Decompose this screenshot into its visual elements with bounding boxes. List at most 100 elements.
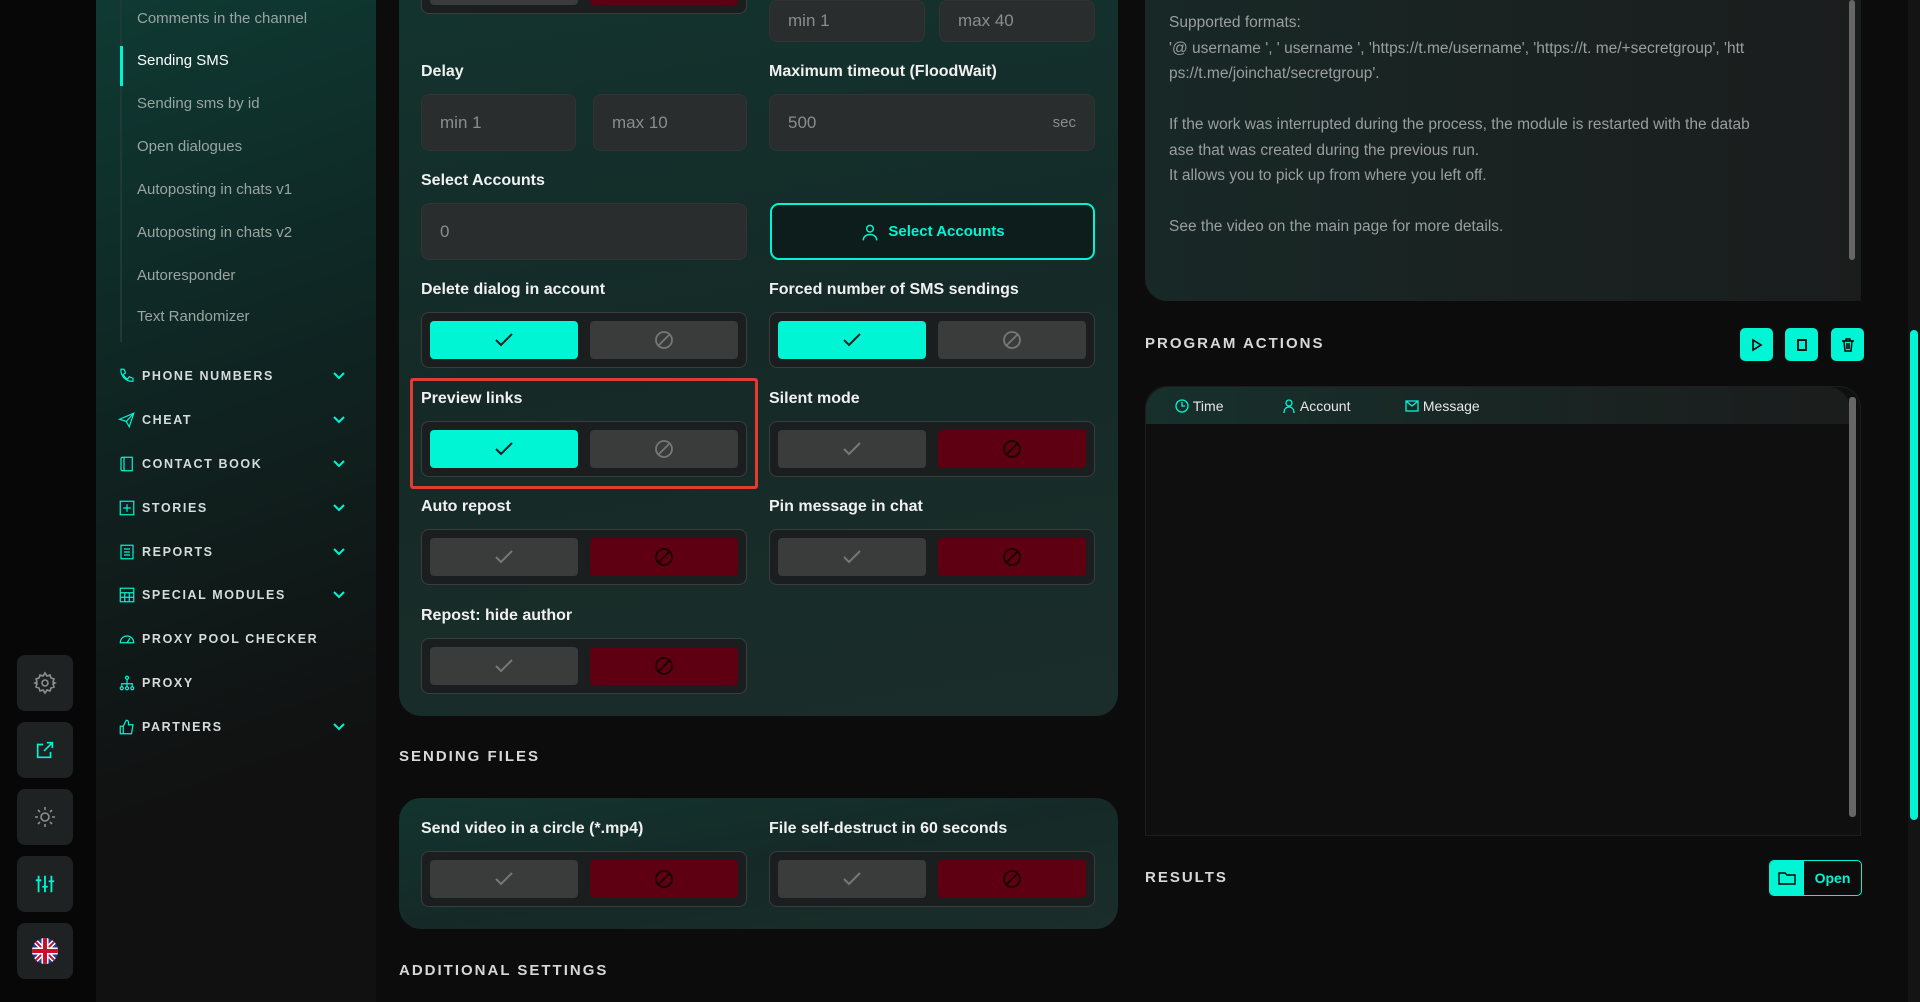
enable-button[interactable]	[778, 860, 926, 898]
delay-max-input[interactable]: max 10	[593, 94, 747, 151]
sidebar-section[interactable]: SPECIAL MODULES	[118, 583, 358, 607]
disable-button[interactable]	[938, 860, 1086, 898]
sidebar-section-label: CONTACT BOOK	[142, 457, 263, 471]
submenu-item[interactable]: Sending SMS	[137, 52, 229, 69]
self_destruct-label: File self-destruct in 60 seconds	[769, 820, 1008, 837]
column-time: Time	[1175, 398, 1223, 414]
page-scrollbar-thumb[interactable]	[1910, 330, 1918, 820]
submenu-item[interactable]: Autoposting in chats v2	[137, 224, 293, 241]
timeout-input[interactable]: 500 sec	[769, 94, 1095, 151]
enable-button[interactable]	[430, 647, 578, 685]
enable-button[interactable]	[430, 538, 578, 576]
sidebar-section-label: PARTNERS	[142, 720, 223, 734]
sidebar-section[interactable]: CHEAT	[118, 408, 358, 432]
pin_message-label: Pin message in chat	[769, 498, 923, 515]
sidebar-section[interactable]: PARTNERS	[118, 715, 358, 739]
enable-button[interactable]	[430, 860, 578, 898]
enable-button[interactable]	[430, 0, 578, 5]
enable-button[interactable]	[430, 321, 578, 359]
forced_number-label: Forced number of SMS sendings	[769, 281, 1019, 298]
top-min-input[interactable]: min 1	[769, 0, 925, 42]
sidebar-section[interactable]: PROXY	[118, 671, 358, 695]
disable-button[interactable]	[938, 430, 1086, 468]
phone-icon	[120, 368, 134, 382]
open-external-button[interactable]	[17, 722, 73, 778]
repost_hide_author-label: Repost: hide author	[421, 607, 573, 624]
log-scrollbar[interactable]	[1849, 397, 1856, 817]
mail-icon	[1405, 399, 1419, 412]
pin_message-toggle	[769, 529, 1095, 585]
chevron-down-icon	[333, 460, 345, 468]
sidebar-section-label: SPECIAL MODULES	[142, 588, 286, 602]
chevron-down-icon	[333, 591, 345, 599]
timeout-label: Maximum timeout (FloodWait)	[769, 63, 997, 80]
external-link-icon	[36, 741, 54, 759]
submenu-item[interactable]: Sending sms by id	[137, 95, 260, 112]
modules-button[interactable]	[17, 856, 73, 912]
disable-button[interactable]	[938, 321, 1086, 359]
disable-button[interactable]	[590, 860, 738, 898]
disable-button[interactable]	[590, 321, 738, 359]
actions-log-table: Time Account Message	[1145, 386, 1861, 836]
language-button[interactable]	[17, 923, 73, 979]
delay-label: Delay	[421, 63, 464, 80]
self_destruct-toggle	[769, 851, 1095, 907]
select-accounts-text: Select Accounts	[888, 223, 1005, 240]
column-message: Message	[1405, 398, 1480, 414]
stop-button[interactable]	[1785, 328, 1818, 361]
theme-button[interactable]	[17, 789, 73, 845]
sidebar-section[interactable]: PHONE NUMBERS	[118, 364, 358, 388]
network-icon	[119, 675, 135, 691]
ban-icon	[655, 331, 673, 349]
settings-button[interactable]	[17, 655, 73, 711]
disable-button[interactable]	[590, 0, 738, 5]
select-accounts-button[interactable]: Select Accounts	[770, 203, 1095, 260]
ban-icon	[655, 657, 673, 675]
disable-button[interactable]	[938, 538, 1086, 576]
active-indicator	[120, 46, 123, 86]
check-icon	[495, 872, 513, 886]
sidebar-section[interactable]: CONTACT BOOK	[118, 452, 358, 476]
delay-min-input[interactable]: min 1	[421, 94, 576, 151]
chevron-down-icon	[333, 504, 345, 512]
ban-icon	[655, 548, 673, 566]
check-icon	[495, 550, 513, 564]
submenu-item[interactable]: Open dialogues	[137, 138, 243, 155]
clear-button[interactable]	[1831, 328, 1864, 361]
top-max-input[interactable]: max 40	[939, 0, 1095, 42]
help-line: ase that was created during the previous…	[1169, 141, 1480, 159]
help-line: Supported formats:	[1169, 14, 1301, 31]
accounts-count-input[interactable]: 0	[421, 203, 747, 260]
help-scrollbar[interactable]	[1849, 0, 1855, 260]
submenu-line	[120, 0, 122, 342]
play-icon	[1751, 338, 1763, 351]
calculator-icon	[119, 587, 135, 603]
enable-button[interactable]	[778, 430, 926, 468]
column-account: Account	[1282, 398, 1350, 414]
enable-button[interactable]	[778, 538, 926, 576]
start-button[interactable]	[1740, 328, 1773, 361]
sending-files-heading: SENDING FILES	[399, 748, 541, 765]
help-line: It allows you to pick up from where you …	[1169, 167, 1487, 184]
submenu-item[interactable]: Text Randomizer	[137, 308, 250, 325]
help-line: '@ username ', ' username ', 'https://t.…	[1169, 39, 1745, 57]
disable-button[interactable]	[590, 647, 738, 685]
open-results-button[interactable]: Open	[1769, 860, 1862, 896]
page-scrollbar[interactable]	[1908, 0, 1920, 1002]
check-icon	[495, 659, 513, 673]
sidebar-section[interactable]: REPORTS	[118, 540, 358, 564]
disable-button[interactable]	[590, 430, 738, 468]
send-icon	[118, 412, 135, 429]
open-label: Open	[1814, 870, 1851, 886]
submenu-item[interactable]: Autoresponder	[137, 267, 236, 284]
disable-button[interactable]	[590, 538, 738, 576]
submenu-item[interactable]: Autoposting in chats v1	[137, 181, 293, 198]
sidebar-section[interactable]: STORIES	[118, 496, 358, 520]
enable-button[interactable]	[778, 321, 926, 359]
ban-icon	[1003, 331, 1021, 349]
enable-button[interactable]	[430, 430, 578, 468]
submenu-item[interactable]: Comments in the channel	[137, 10, 308, 27]
sidebar-section[interactable]: PROXY POOL CHECKER	[118, 627, 358, 651]
sidebar-section-label: PHONE NUMBERS	[142, 369, 274, 383]
help-line: See the video on the main page for more …	[1169, 218, 1504, 235]
